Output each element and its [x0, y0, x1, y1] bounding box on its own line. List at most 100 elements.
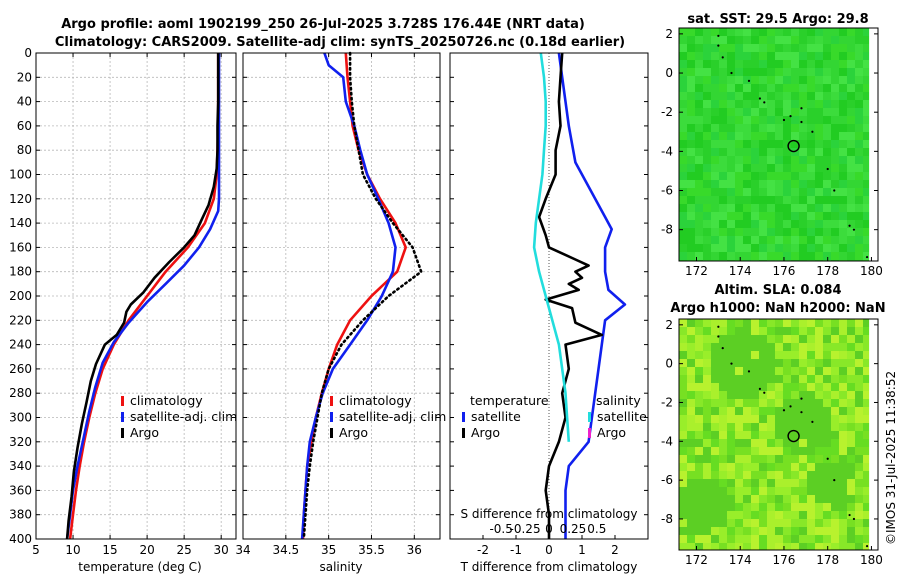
legend-argo-label: Argo [130, 425, 159, 440]
map-cell [855, 367, 863, 375]
map-cell [703, 180, 711, 188]
map-cell [695, 463, 703, 471]
map-cell [831, 407, 839, 415]
map-cell [743, 156, 751, 164]
map-cell [679, 519, 687, 527]
map-cell [815, 351, 823, 359]
map-cell [783, 391, 791, 399]
map-cell [863, 228, 870, 236]
map-cell [791, 335, 799, 343]
map-cell [775, 351, 783, 359]
x-tick-label: 36 [407, 543, 422, 557]
map-cell [791, 252, 799, 260]
map-cell [743, 100, 751, 108]
map-cell [719, 92, 727, 100]
map-cell [687, 431, 695, 439]
map-cell [831, 52, 839, 60]
map-cell [711, 132, 719, 140]
map-cell [711, 116, 719, 124]
map-cell [847, 487, 855, 495]
map-cell [791, 407, 799, 415]
map-cell [719, 423, 727, 431]
map-cell [759, 164, 767, 172]
map-cell [839, 343, 847, 351]
map-cell [775, 423, 783, 431]
map-cell [863, 252, 870, 260]
map-cell [807, 116, 815, 124]
map-cell [759, 343, 767, 351]
map-cell [695, 228, 703, 236]
map-x-tick-label: 172 [685, 553, 708, 567]
map-cell [735, 28, 743, 36]
map-cell [863, 335, 870, 343]
map-cell [863, 36, 870, 44]
map-cell [815, 180, 823, 188]
map-cell [751, 100, 759, 108]
map-cell [727, 327, 735, 335]
map-cell [735, 60, 743, 68]
map-cell [831, 164, 839, 172]
map-cell [743, 140, 751, 148]
map-cell [839, 503, 847, 511]
map-cell [783, 359, 791, 367]
map-cell [759, 519, 767, 527]
copyright-label: ©IMOS 31-Jul-2025 11:38:52 [884, 371, 898, 545]
map-cell [775, 108, 783, 116]
map-cell [791, 487, 799, 495]
map-cell [727, 60, 735, 68]
map-cell [799, 124, 807, 132]
map-cell [775, 479, 783, 487]
map-cell [695, 244, 703, 252]
map-cell [863, 327, 870, 335]
map-cell [727, 511, 735, 519]
map-cell [807, 92, 815, 100]
map-cell [727, 423, 735, 431]
map-cell [679, 204, 687, 212]
map-cell [735, 439, 743, 447]
legend-s-argo-swatch [588, 428, 591, 438]
map-cell [735, 487, 743, 495]
map-cell [775, 399, 783, 407]
map-cell [719, 359, 727, 367]
map-cell [775, 343, 783, 351]
map-cell [743, 60, 751, 68]
map-cell [775, 391, 783, 399]
map-cell [743, 495, 751, 503]
map-cell [855, 140, 863, 148]
map-cell [703, 44, 711, 52]
map-cell [759, 36, 767, 44]
map-cell [815, 439, 823, 447]
map-cell [807, 383, 815, 391]
map-cell [767, 236, 775, 244]
map-cell [743, 487, 751, 495]
map-cell [783, 463, 791, 471]
map-cell [695, 399, 703, 407]
map-cell [719, 204, 727, 212]
map-cell [767, 351, 775, 359]
map-cell [711, 391, 719, 399]
map-cell [711, 36, 719, 44]
map-cell [695, 359, 703, 367]
map-cell [695, 236, 703, 244]
map-cell [815, 76, 823, 84]
map-cell [743, 244, 751, 252]
map-cell [807, 252, 815, 260]
map-cell [743, 212, 751, 220]
map-cell [743, 84, 751, 92]
map-cell [687, 519, 695, 527]
legend-satellite-adj-clim-label: satellite-adj. clim [130, 409, 237, 424]
map-cell [751, 479, 759, 487]
map-cell [751, 148, 759, 156]
map-cell [791, 116, 799, 124]
map-cell [839, 116, 847, 124]
map-cell [679, 367, 687, 375]
map-cell [839, 319, 847, 327]
map-cell [703, 28, 711, 36]
map-cell [791, 471, 799, 479]
map-cell [703, 519, 711, 527]
map-cell [703, 116, 711, 124]
map-cell [847, 116, 855, 124]
map-cell [687, 399, 695, 407]
map-cell [679, 28, 687, 36]
map-cell [831, 383, 839, 391]
